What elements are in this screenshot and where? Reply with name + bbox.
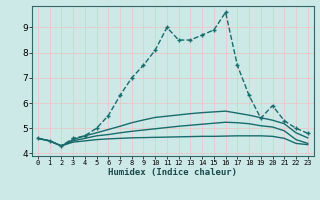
X-axis label: Humidex (Indice chaleur): Humidex (Indice chaleur) xyxy=(108,168,237,177)
